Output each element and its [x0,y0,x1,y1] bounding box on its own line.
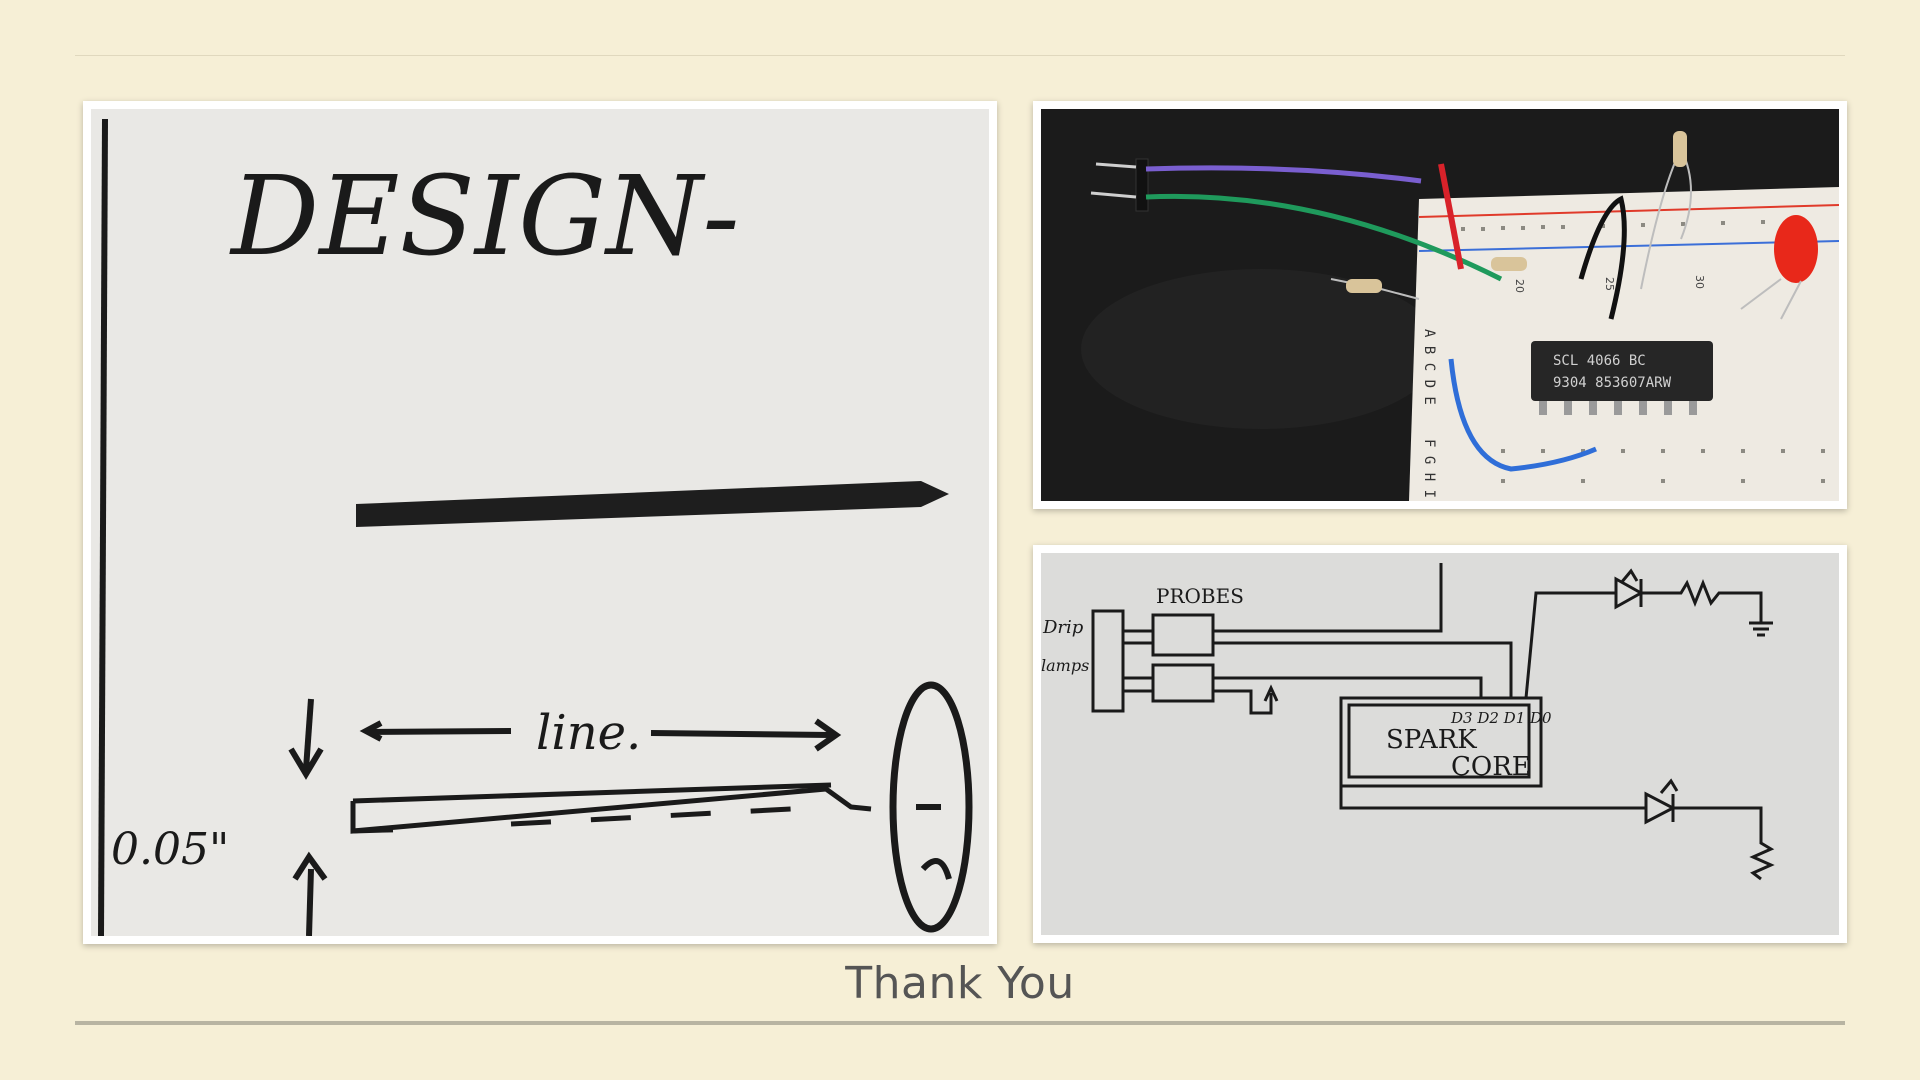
top-divider [75,55,1845,56]
chip-label-line1: SCL 4066 BC [1553,353,1646,369]
breadboard-image: A B C D E F G H I J 20 25 30 SCL 4066 BC… [1041,109,1839,501]
chip-label-line2: 9304 853607ARW [1553,375,1672,391]
column-label-20: 20 [1513,279,1526,293]
core-label: CORE [1451,752,1531,782]
row-letters-top: A B C D E [1421,329,1437,405]
circuit-sketch-image: PROBES Drip lamps D3 D2 D1 D0 SPARK CORE [1041,553,1839,935]
breadboard-photo: A B C D E F G H I J 20 25 30 SCL 4066 BC… [1033,101,1847,509]
probes-label: PROBES [1156,584,1244,608]
design-sketch-photo: DESIGN- line. 0.05" [83,101,997,944]
row-letters-bottom: F G H I J [1421,439,1437,501]
slide-caption: Thank You [845,958,1075,1009]
pins-label: D3 D2 D1 D0 [1450,709,1552,727]
spark-label: SPARK [1386,725,1477,755]
circuit-sketch-photo: PROBES Drip lamps D3 D2 D1 D0 SPARK CORE [1033,545,1847,943]
bottom-divider [75,1021,1845,1025]
thickness-label: 0.05" [111,824,229,875]
design-sketch-image: DESIGN- line. 0.05" [91,109,989,936]
length-label: line. [536,705,641,761]
drip-label: Drip [1042,617,1084,638]
design-heading: DESIGN- [229,152,740,280]
column-label-25: 25 [1603,277,1616,291]
column-label-30: 30 [1693,275,1706,289]
lamps-label: lamps [1041,656,1089,675]
